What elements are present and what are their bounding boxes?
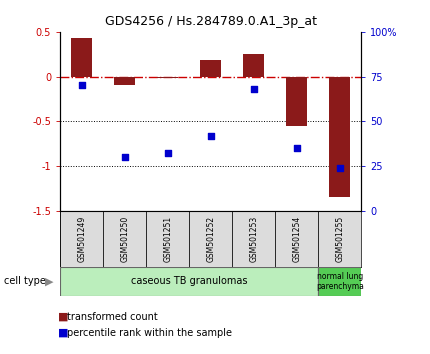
- Text: GSM501249: GSM501249: [77, 216, 86, 262]
- Bar: [318, 211, 361, 267]
- Bar: [60, 211, 103, 267]
- Bar: [232, 211, 275, 267]
- Bar: [243, 54, 264, 76]
- Bar: [275, 211, 318, 267]
- Bar: [286, 76, 307, 126]
- Bar: [146, 211, 189, 267]
- Text: ■: ■: [58, 312, 68, 322]
- Text: GSM501251: GSM501251: [163, 216, 172, 262]
- Text: GSM501253: GSM501253: [249, 216, 258, 262]
- Bar: [189, 211, 232, 267]
- Bar: [329, 76, 350, 197]
- Bar: [114, 76, 135, 85]
- Text: ▶: ▶: [45, 276, 54, 286]
- Bar: [200, 61, 221, 76]
- Text: GSM501255: GSM501255: [335, 216, 344, 262]
- Point: [164, 150, 171, 156]
- Text: normal lung
parenchyma: normal lung parenchyma: [316, 272, 364, 291]
- Text: GSM501254: GSM501254: [292, 216, 301, 262]
- Point: [293, 145, 300, 151]
- Text: GSM501252: GSM501252: [206, 216, 215, 262]
- Text: ■: ■: [58, 328, 68, 338]
- Text: percentile rank within the sample: percentile rank within the sample: [67, 328, 232, 338]
- Point: [336, 165, 343, 171]
- Title: GDS4256 / Hs.284789.0.A1_3p_at: GDS4256 / Hs.284789.0.A1_3p_at: [104, 15, 317, 28]
- Text: GSM501250: GSM501250: [120, 216, 129, 262]
- Text: cell type: cell type: [4, 276, 46, 286]
- Bar: [103, 211, 146, 267]
- Point: [250, 86, 257, 92]
- Text: caseous TB granulomas: caseous TB granulomas: [131, 276, 247, 286]
- Point: [78, 82, 85, 88]
- Bar: [157, 76, 178, 78]
- Point: [207, 133, 214, 138]
- Text: transformed count: transformed count: [67, 312, 157, 322]
- Bar: [318, 267, 361, 296]
- Bar: [71, 38, 92, 76]
- Point: [121, 154, 128, 160]
- Bar: [60, 267, 318, 296]
